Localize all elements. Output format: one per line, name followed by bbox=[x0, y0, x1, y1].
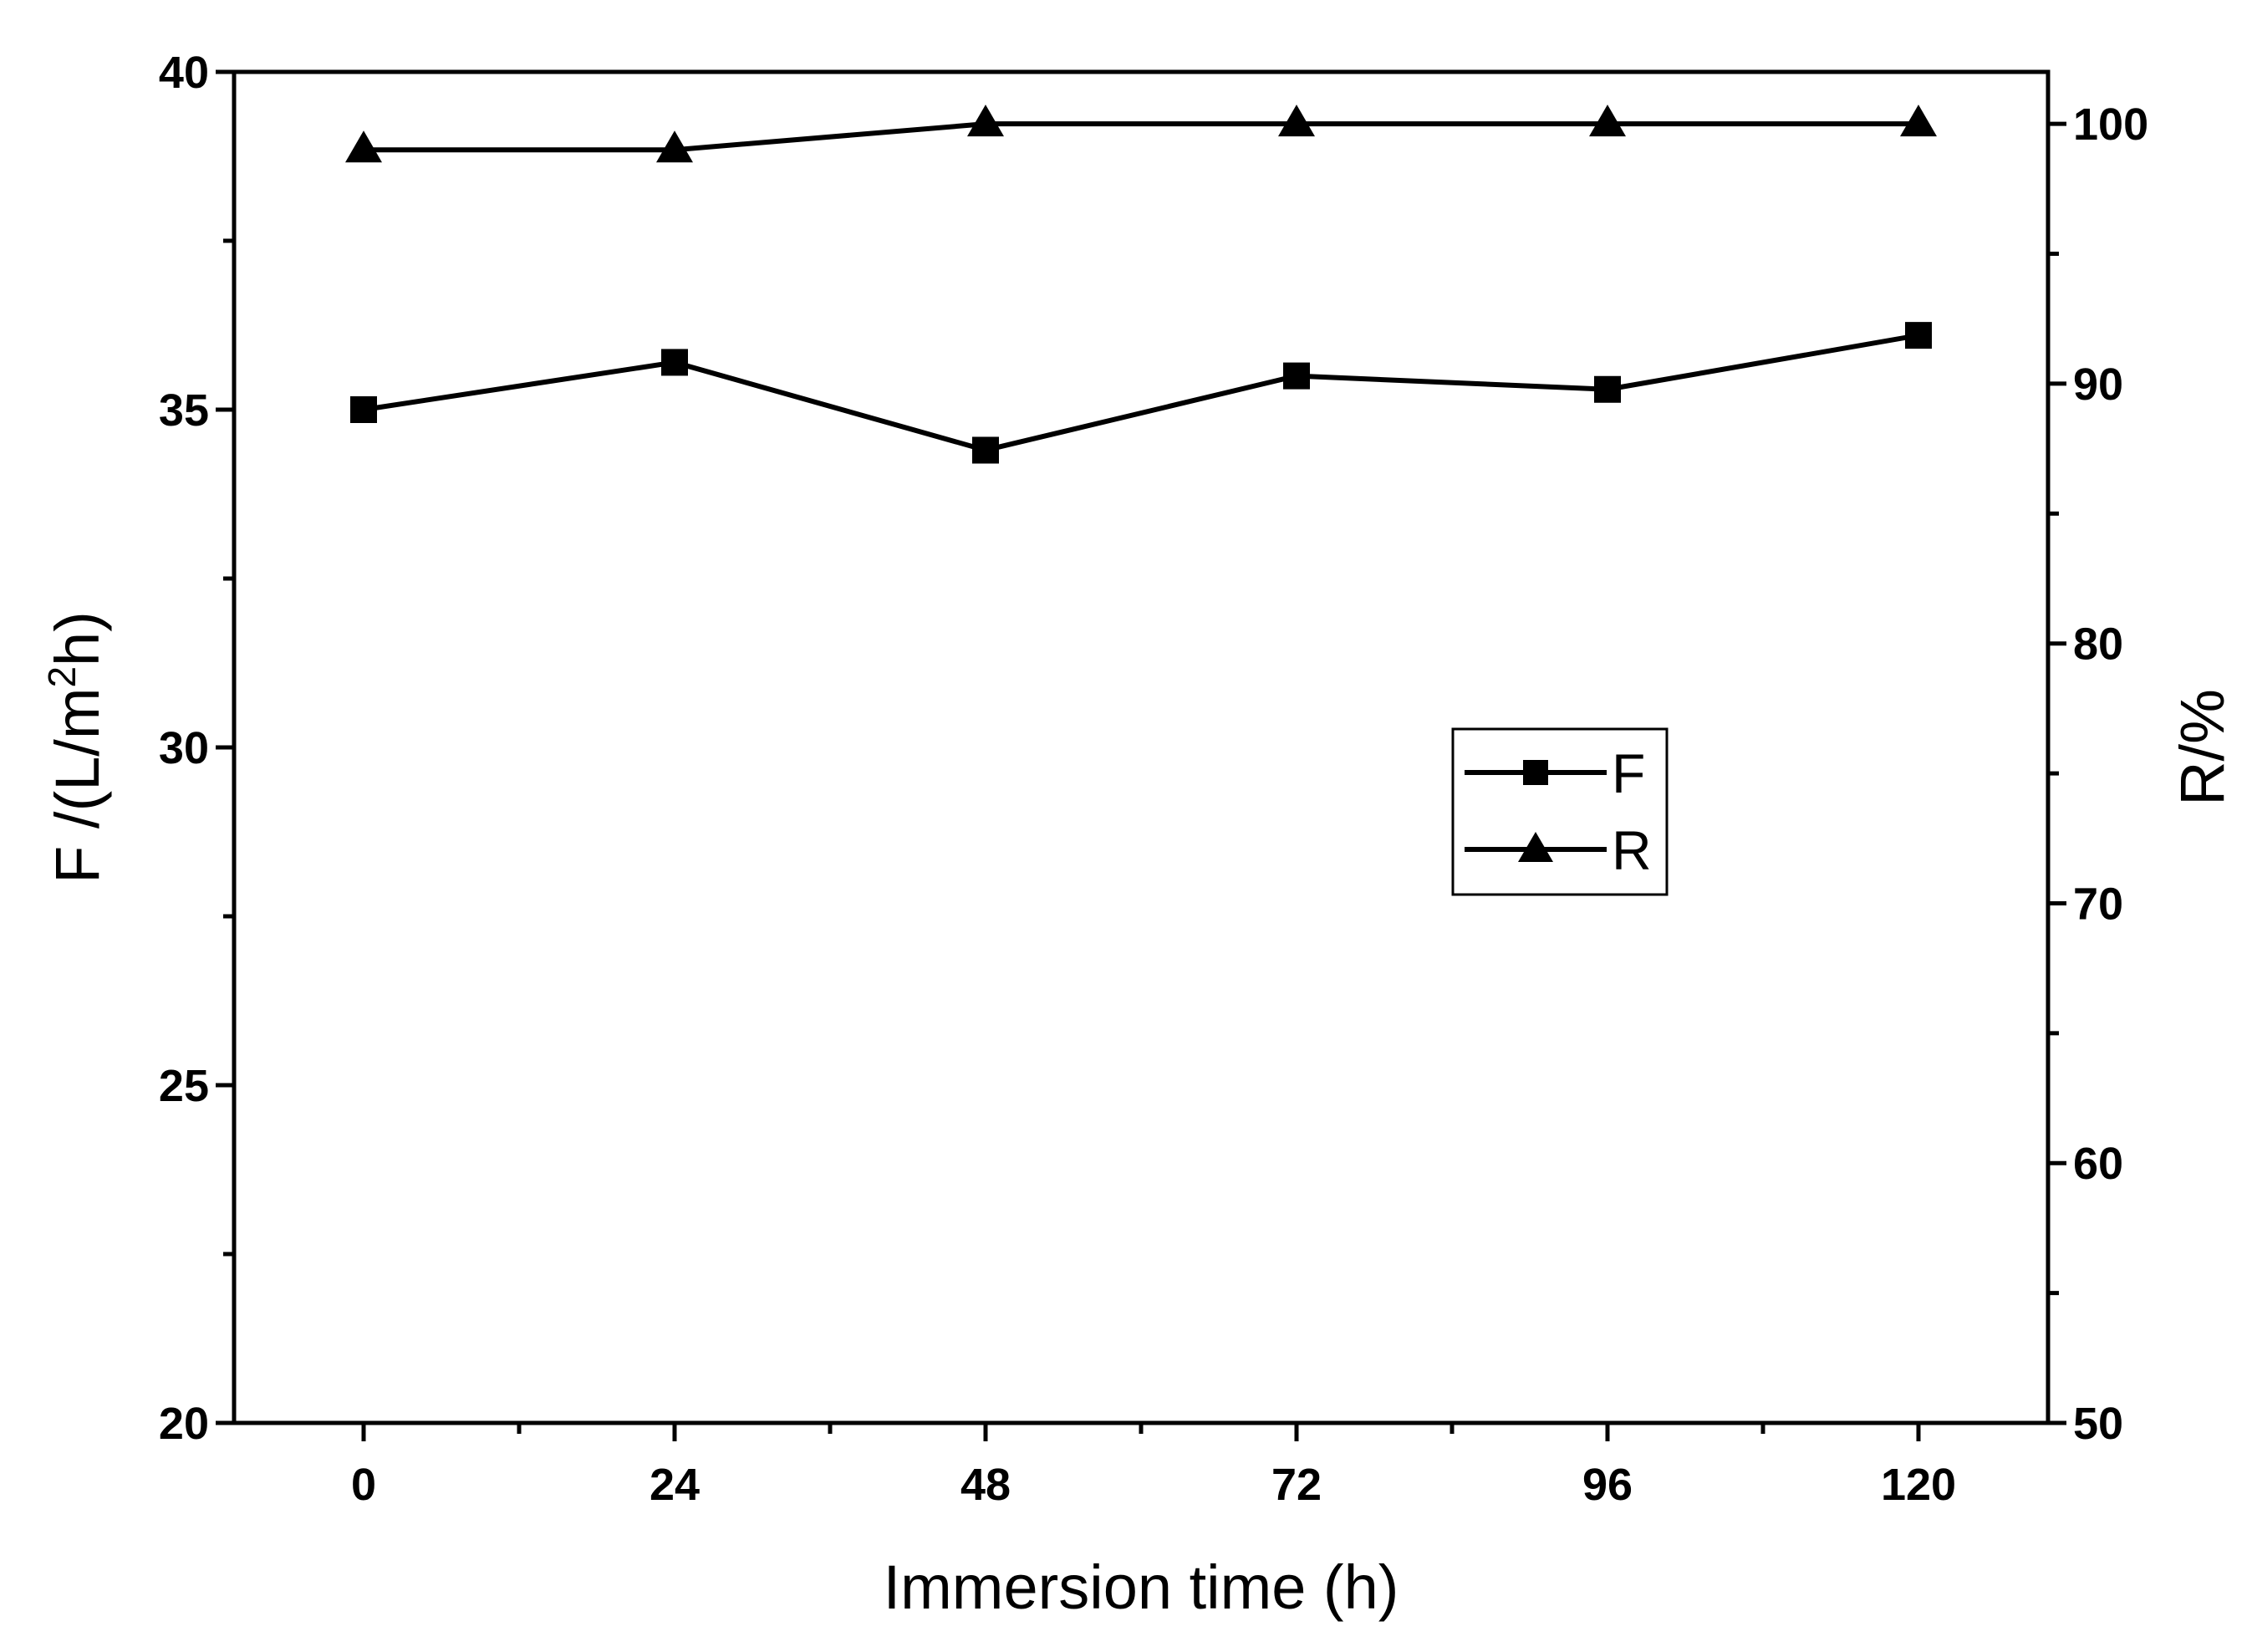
y-right-tick-label: 50 bbox=[2073, 1399, 2123, 1449]
plot-frame bbox=[232, 69, 2051, 1425]
legend-marker-r bbox=[1518, 832, 1553, 862]
data-point-r bbox=[1900, 105, 1937, 137]
y-left-tick-label: 25 bbox=[159, 1061, 209, 1111]
legend-label-r: R bbox=[1612, 819, 1652, 881]
x-tick-label: 96 bbox=[1582, 1460, 1633, 1510]
data-point-r bbox=[967, 105, 1004, 137]
y-left-tick-label: 35 bbox=[159, 385, 209, 436]
series-line-f bbox=[363, 333, 1919, 453]
y-axis-right-title: R/% bbox=[2168, 689, 2237, 806]
y-left-tick-label: 20 bbox=[159, 1399, 209, 1449]
data-point-r bbox=[1278, 105, 1315, 137]
legend-marker-f bbox=[1523, 760, 1548, 785]
data-point-r bbox=[656, 130, 693, 163]
data-point-f bbox=[972, 436, 999, 464]
y-right-tick-label: 90 bbox=[2073, 359, 2123, 410]
y-axis-left-title: F /(L/m2h) bbox=[40, 611, 112, 884]
series-line-r bbox=[364, 121, 1918, 153]
data-point-r bbox=[1589, 105, 1626, 137]
x-tick-label: 48 bbox=[960, 1460, 1011, 1510]
y-right-tick-label: 70 bbox=[2073, 879, 2123, 929]
y-right-tick-label: 60 bbox=[2073, 1139, 2123, 1189]
x-tick-label: 0 bbox=[351, 1460, 376, 1510]
data-point-f bbox=[350, 396, 377, 423]
data-point-f bbox=[1905, 322, 1932, 349]
legend-label-f: F bbox=[1612, 742, 1645, 804]
x-tick-label: 72 bbox=[1271, 1460, 1322, 1510]
y-axis-left-title-superscript: 2 bbox=[40, 666, 84, 688]
y-left-tick-label: 30 bbox=[159, 723, 209, 773]
y-right-tick-label: 80 bbox=[2073, 620, 2123, 670]
data-point-r bbox=[345, 130, 382, 163]
data-point-f bbox=[1283, 362, 1310, 390]
x-tick-label: 24 bbox=[650, 1460, 700, 1510]
series-layer bbox=[345, 105, 1937, 464]
x-tick-label: 120 bbox=[1881, 1460, 1956, 1510]
ticks-layer: 0 24 48 72 96 120 20 25 30 35 40 50 60 70 80 90 100 bbox=[159, 48, 2148, 1510]
y-left-tick-label: 40 bbox=[159, 48, 209, 98]
data-point-f bbox=[1594, 375, 1621, 403]
y-right-tick-label: 100 bbox=[2073, 99, 2148, 150]
legend: F R bbox=[1451, 727, 1669, 896]
y-axis-left-title-suffix: h) bbox=[43, 611, 112, 666]
x-axis-title: Immersion time (h) bbox=[884, 1553, 1399, 1622]
data-point-f bbox=[661, 349, 688, 376]
legend-box bbox=[1451, 727, 1669, 896]
y-axis-left-title-prefix: F /(L/m bbox=[43, 688, 112, 884]
